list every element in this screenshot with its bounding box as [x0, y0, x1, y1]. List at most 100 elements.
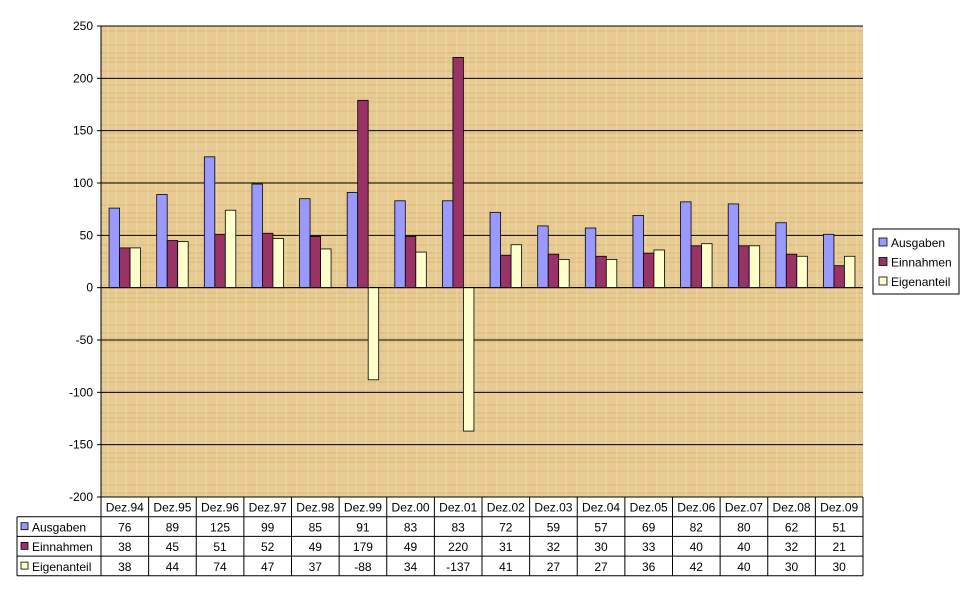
legend-label-ausgaben: Ausgaben: [891, 236, 945, 250]
bar-ausgaben-dez08: [775, 222, 787, 289]
bar-ausgaben-dez06: [680, 201, 692, 289]
table-header-dez06: Dez.06: [677, 501, 715, 515]
table-cell: 44: [166, 560, 180, 574]
table-cell: 30: [833, 560, 847, 574]
table-cell: 33: [642, 540, 656, 554]
table-cell: 36: [642, 560, 656, 574]
table-cell: 85: [309, 520, 323, 534]
legend-label-einnahmen: Einnahmen: [891, 256, 952, 270]
y-tick-label: -150: [69, 438, 93, 452]
bar-ausgaben-dez97: [251, 183, 263, 289]
table-cell: 34: [404, 560, 418, 574]
table-row-label: Eigenanteil: [32, 560, 91, 574]
bar-eigenanteil-dez08: [796, 255, 808, 289]
bar-einnahmen-dez00: [404, 235, 417, 289]
bar-ausgaben-dez96: [203, 156, 216, 289]
bar-eigenanteil-dez07: [748, 245, 761, 289]
bar-einnahmen-dez96: [214, 233, 226, 289]
bar-eigenanteil-dez03: [558, 259, 570, 289]
bar-ausgaben-dez99: [346, 192, 359, 289]
y-tick-label: -200: [69, 490, 93, 504]
bar-ausgaben-dez01: [442, 200, 454, 289]
table-cell: 80: [737, 520, 751, 534]
bar-eigenanteil-dez94: [129, 247, 141, 289]
table-cell: 51: [213, 540, 227, 554]
y-tick-label: 200: [73, 71, 93, 85]
table-cell: 83: [404, 520, 418, 534]
table-cell: 59: [547, 520, 561, 534]
bar-einnahmen-dez06: [690, 245, 702, 289]
table-cell: 74: [213, 560, 227, 574]
bar-einnahmen-dez97: [262, 232, 274, 289]
table-header-dez97: Dez.97: [249, 501, 287, 515]
bar-eigenanteil-dez09: [844, 255, 856, 289]
bar-eigenanteil-dez01: [463, 287, 475, 432]
legend-swatch-einnahmen: [878, 257, 888, 266]
bar-ausgaben-dez07: [727, 203, 740, 289]
table-cell: 40: [690, 540, 704, 554]
legend-label-eigenanteil: Eigenanteil: [891, 275, 950, 289]
table-cell: 52: [261, 540, 275, 554]
table-cell: 42: [690, 560, 704, 574]
table-cell: 89: [166, 520, 180, 534]
table-cell: 72: [499, 520, 513, 534]
table-cell: -137: [446, 560, 470, 574]
table-header-dez01: Dez.01: [439, 501, 477, 515]
bar-ausgaben-dez00: [394, 200, 406, 289]
table-cell: 91: [356, 520, 370, 534]
bar-einnahmen-dez95: [166, 240, 179, 289]
y-tick-label: -50: [76, 333, 94, 347]
bar-ausgaben-dez95: [156, 194, 168, 289]
bar-ausgaben-dez02: [489, 211, 501, 289]
table-cell: 41: [499, 560, 513, 574]
table-cell: 27: [547, 560, 561, 574]
table-header-dez09: Dez.09: [820, 501, 858, 515]
table-header-dez05: Dez.05: [630, 501, 668, 515]
bar-eigenanteil-dez96: [224, 209, 237, 289]
bar-ausgaben-dez04: [584, 227, 597, 289]
table-cell: 125: [210, 520, 230, 534]
table-header-dez04: Dez.04: [582, 501, 620, 515]
bar-einnahmen-dez03: [547, 253, 560, 289]
bar-einnahmen-dez05: [643, 252, 655, 289]
table-header-dez96: Dez.96: [201, 501, 239, 515]
bar-einnahmen-dez09: [833, 265, 845, 289]
table-cell: 49: [404, 540, 418, 554]
y-tick-label: -100: [69, 385, 93, 399]
table-cell: 47: [261, 560, 275, 574]
table-cell: 57: [594, 520, 608, 534]
table-header-dez00: Dez.00: [392, 501, 430, 515]
table-header-dez02: Dez.02: [487, 501, 525, 515]
table-header-dez08: Dez.08: [773, 501, 811, 515]
table-cell: 31: [499, 540, 513, 554]
table-header-dez95: Dez.95: [153, 501, 191, 515]
table-cell: 82: [690, 520, 704, 534]
table-header-dez98: Dez.98: [296, 501, 334, 515]
y-tick-label: 250: [73, 19, 93, 33]
table-cell: 40: [737, 560, 751, 574]
table-row-label: Ausgaben: [32, 520, 86, 534]
bar-eigenanteil-dez05: [653, 249, 665, 289]
table-cell: 49: [309, 540, 323, 554]
table-row-label: Einnahmen: [32, 540, 93, 554]
bar-eigenanteil-dez00: [415, 251, 427, 289]
table-cell: 179: [353, 540, 373, 554]
legend-swatch-ausgaben: [878, 237, 888, 247]
bar-eigenanteil-dez98: [320, 248, 332, 289]
table-cell: 27: [594, 560, 608, 574]
bar-eigenanteil-dez02: [510, 244, 522, 289]
table-cell: 32: [785, 540, 799, 554]
y-tick-label: 100: [73, 176, 93, 190]
table-header-dez03: Dez.03: [534, 501, 572, 515]
bar-ausgaben-dez09: [823, 233, 835, 289]
table-legend-key: [20, 542, 29, 550]
bar-eigenanteil-dez97: [272, 238, 284, 289]
bar-einnahmen-dez07: [738, 245, 750, 289]
bar-einnahmen-dez98: [309, 235, 321, 289]
table-cell: 30: [594, 540, 608, 554]
table-cell: 220: [448, 540, 468, 554]
table-cell: 99: [261, 520, 275, 534]
table-cell: 69: [642, 520, 656, 534]
bar-einnahmen-dez99: [357, 99, 369, 289]
